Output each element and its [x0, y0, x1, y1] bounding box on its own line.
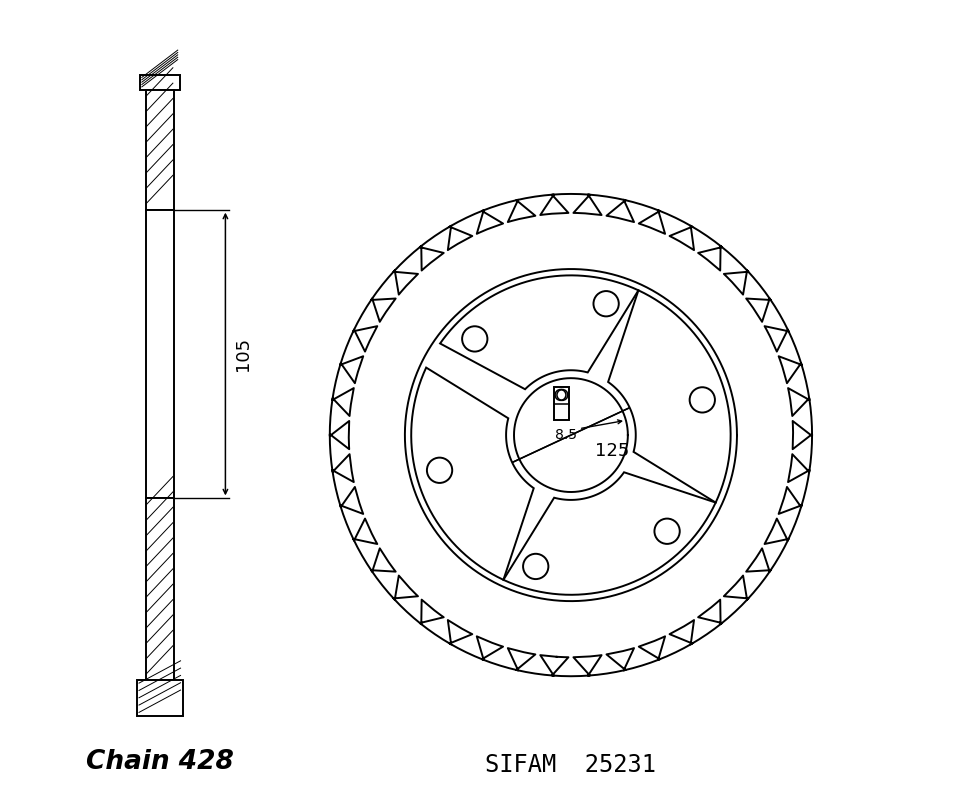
Text: 8.5: 8.5 [555, 427, 577, 442]
Text: 125: 125 [594, 442, 629, 460]
Polygon shape [411, 368, 534, 580]
Bar [146, 89, 174, 210]
Text: Chain 428: Chain 428 [85, 749, 233, 774]
Polygon shape [503, 472, 715, 594]
Text: 105: 105 [234, 337, 252, 371]
Bar [146, 210, 174, 499]
Polygon shape [608, 290, 731, 503]
Polygon shape [440, 276, 638, 389]
Text: SIFAM  25231: SIFAM 25231 [486, 753, 657, 777]
Bar [146, 499, 174, 680]
Bar [140, 75, 180, 89]
Bar [137, 680, 182, 716]
Bar [554, 388, 568, 420]
